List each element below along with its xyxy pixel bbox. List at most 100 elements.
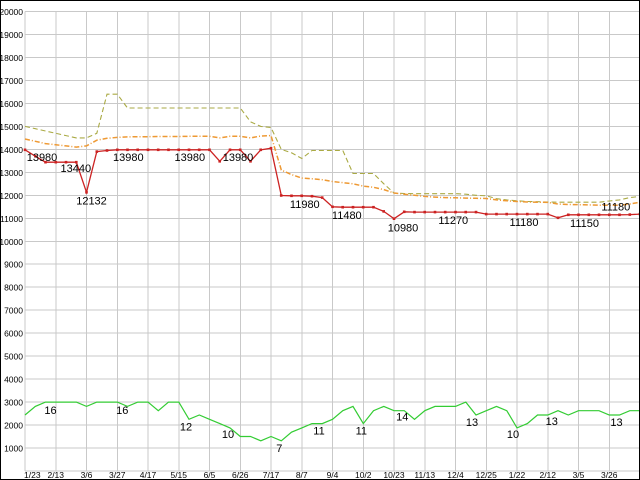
point-marker <box>587 213 591 217</box>
price-label: 11270 <box>438 215 468 227</box>
x-axis-label: 6/5 <box>204 470 216 480</box>
point-marker <box>556 216 560 220</box>
point-marker <box>54 160 58 164</box>
point-marker <box>351 205 355 209</box>
point-marker <box>300 194 303 198</box>
store-count-label: 7 <box>276 443 282 455</box>
point-marker <box>372 205 375 209</box>
point-marker <box>413 210 416 214</box>
point-marker <box>505 212 508 216</box>
store-count-label: 11 <box>356 426 367 438</box>
point-marker <box>310 194 314 198</box>
y-axis-label: 11000 <box>0 214 23 224</box>
x-axis-label: 3/27 <box>109 470 126 480</box>
point-marker <box>515 212 519 216</box>
point-marker <box>167 148 170 152</box>
point-marker <box>474 210 478 214</box>
x-axis-label: 6/26 <box>232 470 249 480</box>
x-axis-label: 8/7 <box>296 470 308 480</box>
point-marker <box>249 160 252 163</box>
store-count-label: 16 <box>116 405 128 417</box>
x-axis-label: 1/22 <box>509 470 526 480</box>
x-axis-label: 7/17 <box>263 470 280 480</box>
point-marker <box>402 210 406 214</box>
y-axis-label: 10000 <box>0 237 23 247</box>
price-label: 13980 <box>113 152 144 164</box>
point-marker <box>218 160 221 163</box>
point-marker <box>597 213 601 217</box>
x-axis-label: 12/25 <box>476 470 498 480</box>
store-count-label: 16 <box>44 405 56 417</box>
y-axis-label: 15000 <box>0 122 23 132</box>
price-label: 13440 <box>61 163 92 175</box>
store-count-label: 13 <box>466 417 478 429</box>
y-axis-label: 9000 <box>4 260 23 270</box>
series-store-count <box>24 401 640 442</box>
store-count-label: 14 <box>396 412 408 424</box>
point-marker <box>177 148 180 152</box>
point-marker <box>526 212 529 216</box>
point-marker <box>577 213 580 217</box>
point-marker <box>484 212 488 216</box>
series-average-price <box>24 134 640 206</box>
price-label: 12132 <box>76 195 107 207</box>
point-marker <box>433 210 437 214</box>
price-label: 10980 <box>388 223 419 235</box>
point-marker <box>228 148 232 152</box>
point-marker <box>361 205 365 209</box>
point-marker <box>146 148 150 152</box>
price-label: 13980 <box>27 152 58 164</box>
point-marker <box>331 205 334 209</box>
point-marker <box>495 212 498 216</box>
y-axis-label: 12000 <box>0 191 23 201</box>
point-marker <box>341 205 344 209</box>
x-axis-label: 2/13 <box>47 470 64 480</box>
point-marker <box>546 212 550 216</box>
point-marker <box>187 148 191 152</box>
price-label: 13980 <box>175 152 206 164</box>
point-marker <box>197 148 201 152</box>
point-marker <box>279 194 283 197</box>
y-axis-label: 6000 <box>4 329 23 339</box>
x-axis-label: 12/4 <box>447 470 464 480</box>
y-axis-label: 14000 <box>0 145 23 155</box>
point-marker <box>75 160 78 164</box>
store-count-label: 10 <box>507 429 519 441</box>
store-count-label: 13 <box>610 417 622 429</box>
x-axis-label: 9/4 <box>327 470 339 480</box>
x-axis-label: 4/17 <box>140 470 157 480</box>
point-marker <box>443 210 447 214</box>
y-axis-label: 17000 <box>0 76 23 86</box>
y-axis-label: 4000 <box>4 375 23 385</box>
x-axis-label: 2/12 <box>539 470 556 480</box>
point-marker <box>259 148 262 152</box>
y-axis-label: 18000 <box>0 53 23 63</box>
point-marker <box>136 148 139 152</box>
point-marker <box>34 154 37 158</box>
point-marker <box>608 213 611 217</box>
point-marker <box>464 210 467 214</box>
point-marker <box>116 148 119 152</box>
x-axis-label: 3/26 <box>601 470 618 480</box>
point-marker <box>454 210 457 214</box>
point-marker <box>423 210 426 214</box>
y-axis-label: 13000 <box>0 168 23 178</box>
point-marker <box>628 213 632 216</box>
y-axis-label: 5000 <box>4 352 23 362</box>
point-marker <box>126 148 129 152</box>
y-axis-label: 7000 <box>4 306 23 316</box>
y-axis-label: 1000 <box>4 444 23 454</box>
point-marker <box>618 213 621 217</box>
x-axis-label: 5/15 <box>170 470 187 480</box>
price-label: 11180 <box>601 202 630 214</box>
point-marker <box>290 194 293 198</box>
point-marker <box>320 196 324 199</box>
x-axis-label: 1/23 <box>24 470 41 480</box>
point-marker <box>23 148 27 152</box>
point-marker <box>105 149 109 152</box>
y-axis-label: 3000 <box>4 398 23 408</box>
store-count-label: 12 <box>180 421 192 433</box>
